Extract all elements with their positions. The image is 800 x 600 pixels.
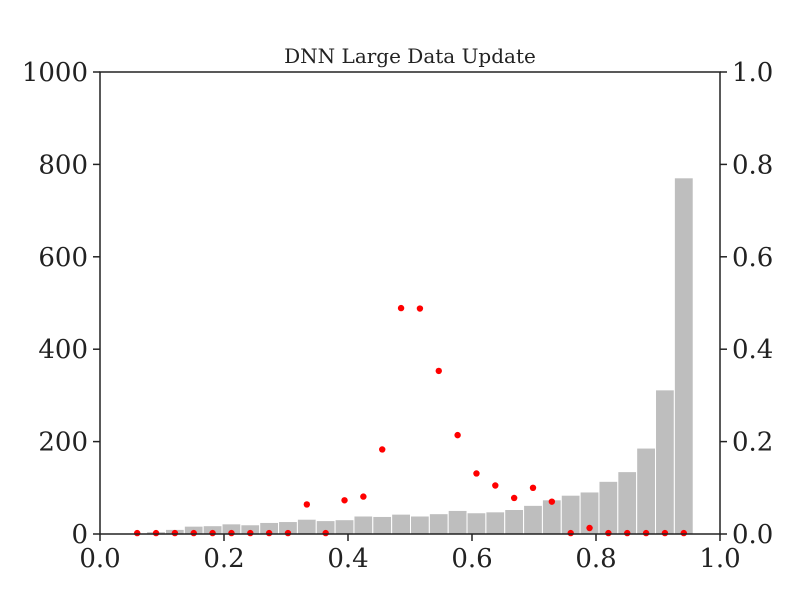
x-tick-label-3: 0.6 <box>451 544 492 574</box>
point-17 <box>454 431 461 439</box>
y2-tick-label-3: 0.6 <box>732 243 773 273</box>
point-2 <box>171 529 179 537</box>
y2-tick-label-0: 0.0 <box>732 520 773 550</box>
bar-19 <box>504 509 525 535</box>
point-6 <box>247 529 254 537</box>
x-axis: 0.0 0.2 0.4 0.6 0.8 1.0 <box>79 534 741 574</box>
y-tick-label-1: 200 <box>38 428 88 458</box>
point-9 <box>303 501 311 508</box>
bar-11 <box>353 515 374 535</box>
point-24 <box>586 524 593 532</box>
bar-18 <box>485 511 506 535</box>
bar-12 <box>372 515 393 535</box>
point-4 <box>209 529 216 537</box>
bar-16 <box>447 509 468 535</box>
bar-10 <box>334 519 355 535</box>
point-20 <box>510 494 518 502</box>
point-8 <box>284 529 292 537</box>
point-21 <box>529 484 537 491</box>
bar-22 <box>560 494 581 535</box>
bar-14 <box>409 515 430 535</box>
y-axis-left: 0 200 400 600 800 1000 <box>22 58 100 550</box>
point-10 <box>322 529 329 537</box>
bar-28 <box>673 177 694 535</box>
y-tick-label-4: 800 <box>38 150 88 180</box>
point-22 <box>548 498 556 505</box>
y2-tick-label-5: 1.0 <box>732 58 773 88</box>
y2-tick-label-2: 0.4 <box>732 335 773 365</box>
bar-21 <box>541 499 562 535</box>
y2-tick-label-1: 0.2 <box>732 428 773 458</box>
point-11 <box>341 497 348 504</box>
point-3 <box>190 529 197 537</box>
bar-13 <box>391 513 411 535</box>
point-29 <box>680 529 687 537</box>
point-7 <box>265 529 273 537</box>
x-tick-label-4: 0.8 <box>575 544 616 574</box>
point-25 <box>605 529 612 537</box>
point-13 <box>379 446 386 453</box>
bar-20 <box>523 504 543 535</box>
y2-tick-label-4: 0.8 <box>732 150 773 180</box>
x-tick-label-1: 0.2 <box>203 544 244 574</box>
point-16 <box>435 367 442 375</box>
plot-frame <box>99 71 721 535</box>
chart-title: DNN Large Data Update <box>284 44 536 68</box>
y-tick-label-0: 0 <box>71 520 88 550</box>
bar-27 <box>655 389 675 535</box>
bar-26 <box>636 447 657 535</box>
y-tick-label-2: 400 <box>38 335 88 365</box>
point-15 <box>416 305 424 312</box>
bar-17 <box>466 512 487 535</box>
bar-15 <box>428 513 449 535</box>
point-5 <box>228 529 235 537</box>
x-tick-label-0: 0.0 <box>79 544 120 574</box>
point-18 <box>473 470 480 477</box>
x-tick-label-5: 1.0 <box>699 544 740 574</box>
y-axis-right: 0.0 0.2 0.4 0.6 0.8 1.0 <box>720 58 773 550</box>
point-19 <box>492 482 499 489</box>
point-28 <box>661 529 669 537</box>
point-27 <box>642 529 650 537</box>
bar-24 <box>598 480 619 535</box>
point-23 <box>567 529 574 537</box>
bar-8 <box>296 518 317 535</box>
y-tick-label-3: 600 <box>38 243 88 273</box>
y-tick-label-5: 1000 <box>22 58 88 88</box>
point-1 <box>152 529 160 537</box>
point-0 <box>134 529 141 537</box>
bar-25 <box>617 471 638 535</box>
point-14 <box>397 304 405 312</box>
point-26 <box>624 529 631 537</box>
bar-series <box>146 177 694 535</box>
x-tick-label-2: 0.4 <box>327 544 368 574</box>
point-12 <box>360 493 367 500</box>
